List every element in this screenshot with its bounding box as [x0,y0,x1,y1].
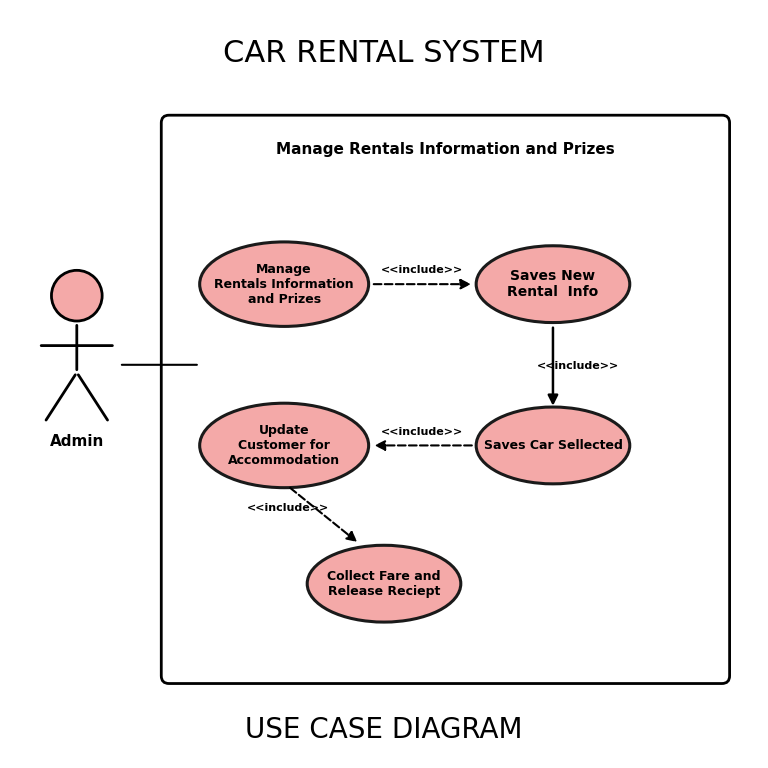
FancyBboxPatch shape [161,115,730,684]
Text: <<include>>: <<include>> [381,265,464,276]
Text: <<include>>: <<include>> [381,426,464,437]
Text: Manage Rentals Information and Prizes: Manage Rentals Information and Prizes [276,142,615,157]
Circle shape [51,270,102,321]
Text: Admin: Admin [50,434,104,449]
Text: <<include>>: <<include>> [247,503,329,514]
Ellipse shape [200,403,369,488]
Ellipse shape [476,246,630,323]
Ellipse shape [307,545,461,622]
Text: ITS
SOURCECODE
.COM: ITS SOURCECODE .COM [182,359,586,531]
Text: CAR RENTAL SYSTEM: CAR RENTAL SYSTEM [223,39,545,68]
Text: Manage
Rentals Information
and Prizes: Manage Rentals Information and Prizes [214,263,354,306]
Text: Saves New
Rental  Info: Saves New Rental Info [508,269,598,300]
Text: USE CASE DIAGRAM: USE CASE DIAGRAM [245,716,523,743]
Ellipse shape [200,242,369,326]
Text: Collect Fare and
Release Reciept: Collect Fare and Release Reciept [327,570,441,598]
Text: <<include>>: <<include>> [536,361,619,372]
Text: Update
Customer for
Accommodation: Update Customer for Accommodation [228,424,340,467]
Ellipse shape [476,407,630,484]
Text: Saves Car Sellected: Saves Car Sellected [484,439,622,452]
